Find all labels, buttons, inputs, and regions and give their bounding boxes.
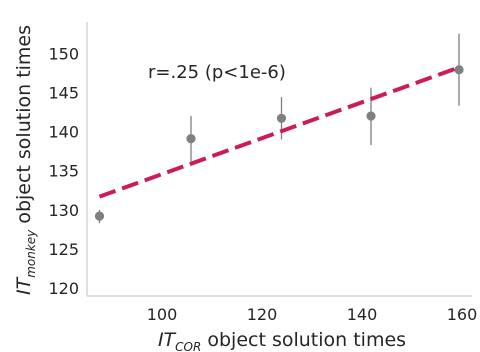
x-axis-label-main: IT bbox=[158, 329, 177, 351]
y-axis-label-suffix: object solution times bbox=[13, 25, 35, 230]
data-point bbox=[366, 111, 376, 121]
x-tick-label: 160 bbox=[447, 305, 478, 324]
x-axis-label-suffix: object solution times bbox=[201, 329, 406, 351]
y-tick-label: 120 bbox=[48, 279, 79, 298]
regression-fit-line bbox=[98, 65, 460, 199]
data-point bbox=[454, 65, 464, 75]
y-tick-label: 130 bbox=[48, 201, 79, 220]
y-axis-label-subscript: monkey bbox=[24, 229, 38, 278]
x-tick-label: 100 bbox=[147, 305, 178, 324]
x-tick-labels: 100 120 140 160 bbox=[147, 305, 478, 324]
x-axis-label: ITCOR object solution times bbox=[158, 329, 406, 352]
y-tick-labels: 120 125 130 135 140 145 150 bbox=[48, 44, 79, 298]
y-tick-label: 135 bbox=[48, 162, 79, 181]
y-tick-label: 145 bbox=[48, 83, 79, 102]
data-point bbox=[186, 134, 196, 144]
y-tick-label: 125 bbox=[48, 240, 79, 259]
data-point bbox=[94, 211, 105, 221]
y-axis-label: ITmonkey object solution times bbox=[13, 25, 38, 295]
correlation-annotation: r=.25 (p<1e-6) bbox=[148, 62, 286, 83]
axes bbox=[86, 22, 472, 297]
y-tick-label: 150 bbox=[48, 44, 79, 63]
x-tick-label: 140 bbox=[347, 305, 378, 324]
data-points bbox=[94, 65, 464, 221]
x-axis-label-subscript: COR bbox=[175, 340, 201, 352]
data-point bbox=[276, 113, 287, 123]
x-tick-label: 120 bbox=[247, 305, 278, 324]
y-tick-label: 140 bbox=[48, 123, 79, 142]
y-axis-label-main: IT bbox=[13, 276, 35, 295]
